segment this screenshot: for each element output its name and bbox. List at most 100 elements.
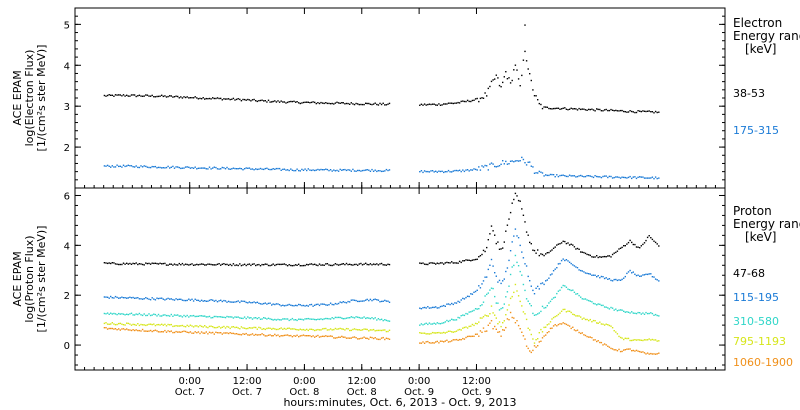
proton-point: [199, 300, 201, 302]
proton-point: [325, 327, 327, 330]
proton-point: [108, 313, 110, 315]
electron-point: [522, 158, 525, 161]
proton-point: [377, 329, 380, 332]
proton-point: [457, 300, 459, 303]
electron-point: [186, 96, 188, 98]
proton-point: [568, 325, 571, 327]
proton-point: [505, 270, 507, 273]
proton-point: [524, 263, 526, 265]
proton-point: [441, 340, 443, 342]
proton-point: [631, 311, 633, 313]
electron-point: [363, 169, 365, 172]
proton-point: [333, 304, 335, 306]
proton-point: [517, 295, 520, 297]
electron-point: [192, 97, 195, 99]
proton-point: [500, 307, 502, 310]
electron-point: [441, 170, 443, 172]
proton-point: [494, 272, 496, 274]
proton-point: [428, 262, 431, 264]
proton-point: [607, 255, 609, 257]
electron-point: [505, 160, 507, 163]
proton-point: [500, 248, 502, 250]
proton-point: [275, 303, 278, 305]
proton-point: [490, 305, 493, 307]
proton-point: [584, 334, 587, 337]
proton-point: [387, 330, 389, 333]
electron-point: [232, 167, 235, 169]
proton-point: [430, 323, 432, 325]
proton-point: [498, 331, 501, 333]
proton-point: [530, 333, 532, 336]
proton-point: [341, 263, 343, 265]
proton-point: [452, 303, 454, 306]
proton-point: [503, 303, 505, 305]
electron-point: [479, 169, 482, 171]
proton-point: [538, 288, 540, 290]
proton-point: [629, 269, 631, 272]
electron-point: [218, 97, 220, 100]
proton-point: [384, 264, 386, 266]
proton-point: [643, 339, 646, 341]
electron-point: [497, 165, 499, 168]
electron-point: [433, 103, 435, 105]
electron-point: [240, 168, 243, 170]
proton-point: [506, 224, 509, 226]
proton-point: [363, 336, 365, 338]
proton-point: [538, 254, 540, 257]
proton-point: [572, 244, 574, 246]
proton-point: [551, 327, 553, 329]
proton-point: [365, 328, 367, 330]
proton-point: [204, 264, 206, 266]
proton-point: [575, 248, 577, 250]
proton-point: [538, 341, 540, 343]
electron-point: [333, 169, 335, 171]
proton-point: [250, 302, 252, 304]
electron-point: [355, 170, 357, 172]
proton-point: [567, 288, 569, 290]
proton-point: [656, 279, 658, 281]
electron-point: [275, 167, 278, 170]
electron-point: [318, 169, 321, 171]
proton-point: [271, 264, 273, 266]
proton-point: [153, 298, 155, 300]
proton-point: [133, 323, 136, 326]
proton-point: [237, 316, 239, 318]
proton-point: [575, 293, 577, 295]
proton-point: [497, 302, 499, 304]
electron-point: [549, 173, 552, 176]
proton-point: [388, 263, 391, 266]
proton-point: [631, 339, 633, 342]
proton-point: [535, 314, 537, 316]
proton-point: [317, 328, 319, 331]
proton-point: [180, 325, 182, 327]
proton-point: [245, 264, 247, 267]
proton-point: [535, 346, 537, 348]
proton-point: [365, 337, 367, 339]
proton-point: [161, 315, 163, 317]
electron-point: [470, 100, 472, 103]
electron-point: [215, 166, 217, 169]
proton-point: [207, 263, 209, 265]
proton-point: [337, 302, 340, 305]
electron-point: [269, 168, 271, 171]
proton-point: [226, 325, 228, 328]
proton-point: [379, 329, 381, 332]
proton-point: [465, 326, 467, 328]
proton-point: [533, 314, 536, 316]
proton-point: [159, 262, 161, 264]
proton-point: [541, 337, 544, 339]
proton-point: [377, 264, 380, 266]
proton-point: [580, 316, 582, 318]
proton-point: [175, 330, 177, 333]
proton-point: [420, 323, 423, 325]
proton-point: [495, 317, 497, 319]
proton-point: [345, 317, 348, 319]
electron-point: [118, 94, 120, 96]
proton-point: [258, 302, 260, 304]
proton-point: [243, 333, 246, 335]
proton-point: [546, 279, 548, 281]
proton-point: [377, 299, 380, 301]
proton-point: [602, 304, 604, 307]
proton-point: [298, 329, 300, 331]
proton-point: [258, 326, 260, 329]
